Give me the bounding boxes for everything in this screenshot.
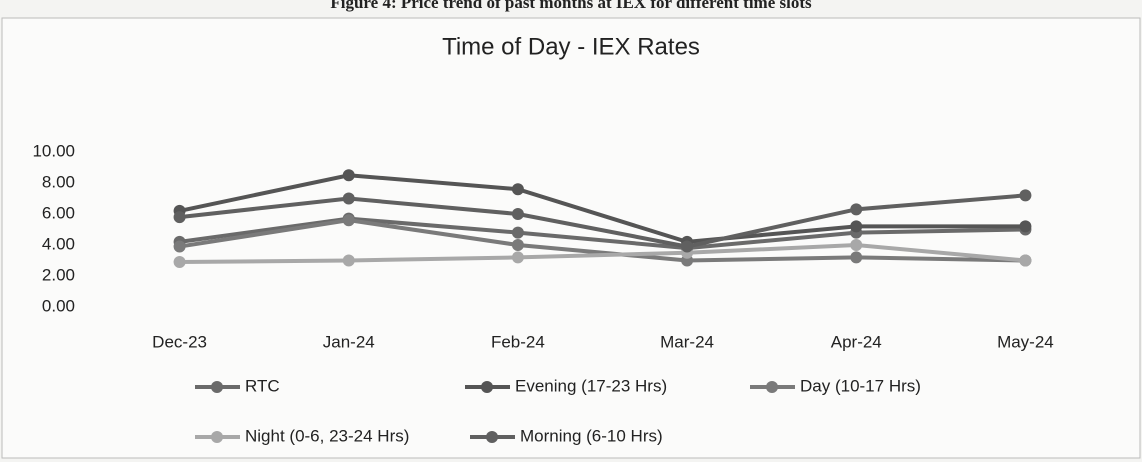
x-tick-label: Jan-24 xyxy=(323,332,375,351)
x-tick-label: Dec-23 xyxy=(152,332,207,351)
y-tick-label: 0.00 xyxy=(42,296,75,315)
series-line xyxy=(179,218,1026,263)
legend-label: Night (0-6, 23-24 Hrs) xyxy=(245,426,409,445)
series-marker xyxy=(173,211,186,224)
series-marker xyxy=(173,240,186,253)
series-marker xyxy=(511,251,524,264)
series-marker xyxy=(681,240,694,253)
chart-title: Time of Day - IEX Rates xyxy=(442,33,700,60)
series-marker xyxy=(342,214,355,227)
series-marker xyxy=(1019,254,1032,267)
series-marker xyxy=(1019,189,1032,202)
series-marker xyxy=(850,203,863,216)
y-tick-label: 8.00 xyxy=(42,172,75,191)
series-line xyxy=(179,216,1026,251)
series-marker xyxy=(342,169,355,182)
series-marker xyxy=(850,239,863,251)
series-marker xyxy=(850,220,863,233)
y-tick-label: 10.00 xyxy=(32,141,75,160)
legend-marker xyxy=(211,381,223,393)
series-line xyxy=(179,193,1026,249)
series-marker xyxy=(511,183,524,196)
legend-marker xyxy=(766,381,778,393)
legend-marker xyxy=(481,381,493,393)
series-marker xyxy=(173,256,186,269)
series-marker xyxy=(511,226,524,239)
legend-label: Morning (6-10 Hrs) xyxy=(520,426,663,445)
legend-marker xyxy=(211,431,223,443)
figure-caption: Figure 4: Price trend of past months at … xyxy=(330,0,812,12)
x-tick-label: Feb-24 xyxy=(491,332,545,351)
legend-label: Day (10-17 Hrs) xyxy=(800,376,921,395)
legend-label: Evening (17-23 Hrs) xyxy=(515,376,667,395)
y-tick-label: 6.00 xyxy=(42,203,75,222)
series-marker xyxy=(342,192,355,205)
x-tick-label: May-24 xyxy=(997,332,1054,351)
y-tick-label: 4.00 xyxy=(42,234,75,253)
series-marker xyxy=(511,208,524,220)
series-marker xyxy=(1019,220,1032,233)
series-line xyxy=(179,242,1026,265)
x-tick-label: Apr-24 xyxy=(831,332,882,351)
series-marker xyxy=(511,239,524,251)
legend-label: RTC xyxy=(245,376,280,395)
series-marker xyxy=(342,254,355,267)
series-marker xyxy=(850,251,863,264)
y-tick-label: 2.00 xyxy=(42,265,75,284)
x-tick-label: Mar-24 xyxy=(660,332,714,351)
legend-marker xyxy=(486,431,498,443)
series-line xyxy=(179,173,1026,244)
